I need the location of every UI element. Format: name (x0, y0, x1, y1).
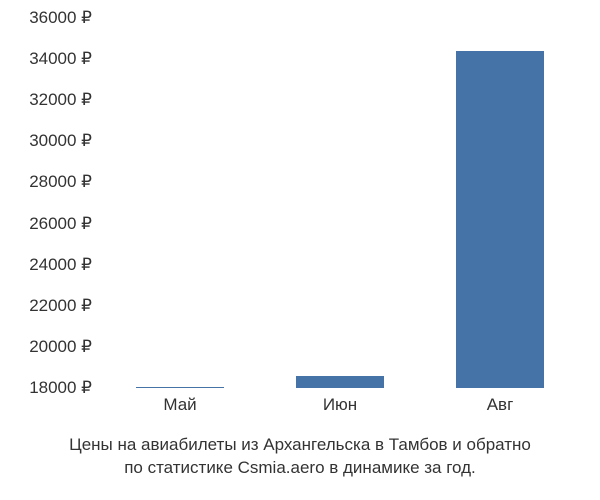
y-tick: 30000 ₽ (29, 131, 92, 151)
chart-caption: Цены на авиабилеты из Архангельска в Там… (0, 434, 600, 480)
bar (136, 387, 224, 388)
y-tick: 28000 ₽ (29, 172, 92, 192)
x-tick: Июн (323, 395, 357, 415)
x-tick: Май (163, 395, 196, 415)
price-chart: 18000 ₽ 20000 ₽ 22000 ₽ 24000 ₽ 26000 ₽ … (0, 0, 600, 500)
caption-line-1: Цены на авиабилеты из Архангельска в Там… (69, 435, 531, 454)
y-tick: 24000 ₽ (29, 255, 92, 275)
y-tick: 36000 ₽ (29, 8, 92, 28)
plot-area (100, 18, 580, 388)
bar (296, 376, 384, 388)
y-tick: 22000 ₽ (29, 296, 92, 316)
x-tick: Авг (487, 395, 514, 415)
caption-line-2: по статистике Csmia.aero в динамике за г… (124, 458, 476, 477)
y-tick: 20000 ₽ (29, 337, 92, 357)
y-tick: 18000 ₽ (29, 378, 92, 398)
y-tick: 34000 ₽ (29, 49, 92, 69)
y-tick: 32000 ₽ (29, 90, 92, 110)
y-tick: 26000 ₽ (29, 214, 92, 234)
bar (456, 51, 544, 388)
